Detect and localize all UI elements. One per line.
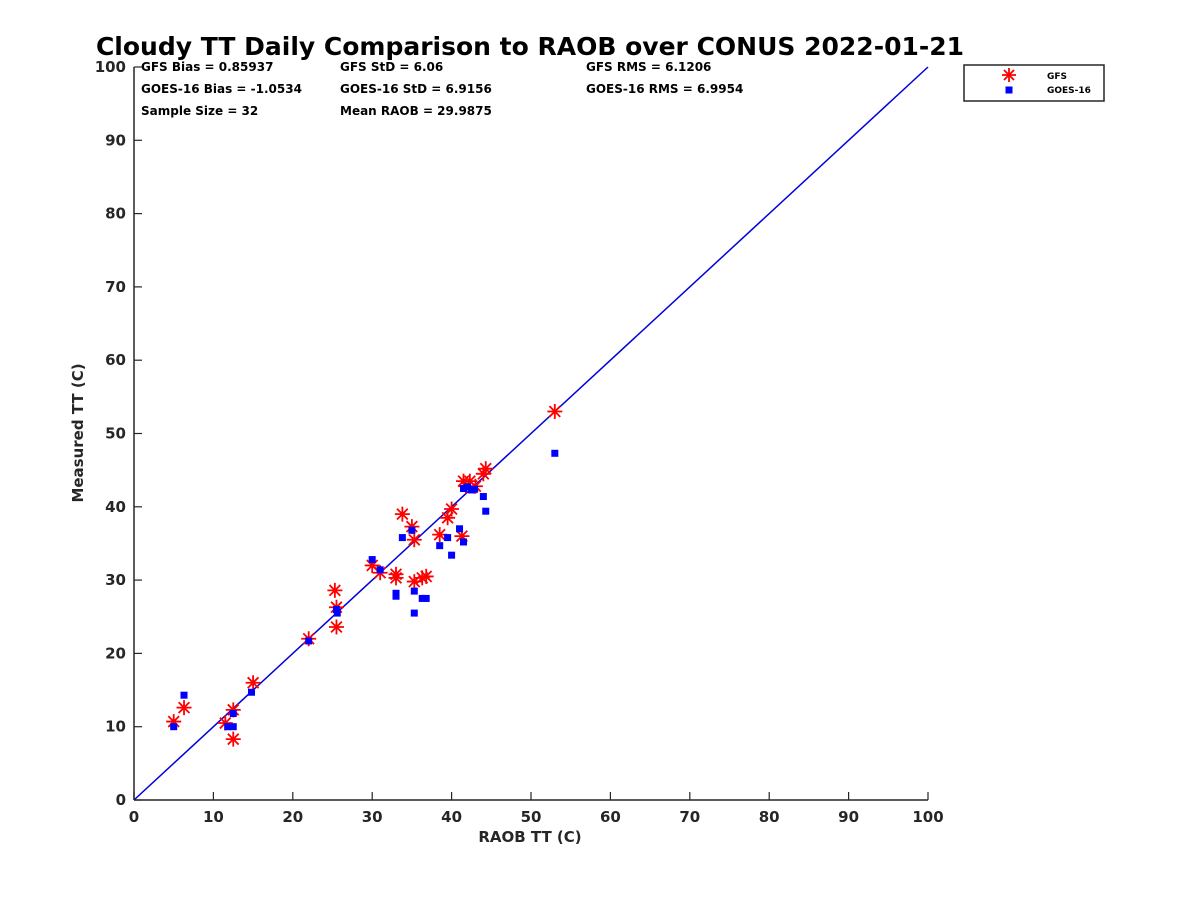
x-axis-ticks: 0 10 20 30 40 50 60 70 80 90 100	[129, 792, 944, 826]
y-tick-label: 100	[95, 58, 126, 76]
goes16-point	[456, 525, 464, 533]
goes16-point	[471, 485, 479, 493]
plot-area: 0 10 20 30 40 50 60 70 80 90 100 0 10 20 30 40 50 60 70 80…	[95, 58, 944, 826]
x-tick-label: 40	[441, 808, 462, 826]
goes16-point	[410, 609, 418, 617]
gfs-rms-stat: GFS RMS = 6.1206	[586, 60, 711, 74]
gfs-point	[217, 715, 233, 731]
gfs-bias-stat: GFS Bias = 0.85937	[141, 60, 273, 74]
goes16-point	[422, 594, 430, 602]
goes16-bias-stat: GOES-16 Bias = -1.0534	[141, 82, 302, 96]
legend-goes16-label: GOES-16	[1047, 86, 1091, 96]
x-tick-label: 10	[203, 808, 224, 826]
y-tick-label: 90	[105, 131, 126, 149]
y-tick-label: 60	[105, 351, 126, 369]
gfs-point	[225, 702, 241, 718]
series-gfs-points	[166, 404, 563, 747]
goes16-point	[224, 723, 232, 731]
y-tick-label: 20	[105, 644, 126, 662]
goes16-point	[551, 449, 559, 457]
goes16-point	[460, 484, 468, 492]
legend-goes16-marker	[1005, 86, 1013, 94]
y-tick-label: 30	[105, 571, 126, 589]
goes16-point	[333, 609, 341, 617]
goes16-point	[479, 493, 487, 501]
goes16-point	[392, 592, 400, 600]
x-tick-label: 50	[521, 808, 542, 826]
gfs-point	[166, 714, 182, 730]
gfs-point	[475, 466, 491, 482]
x-tick-label: 100	[912, 808, 943, 826]
y-tick-label: 10	[105, 718, 126, 736]
goes16-point	[436, 542, 444, 550]
y-tick-label: 50	[105, 425, 126, 443]
gfs-point	[394, 506, 410, 522]
goes16-std-stat: GOES-16 StD = 6.9156	[340, 82, 492, 96]
goes16-point	[229, 710, 237, 718]
x-tick-label: 90	[838, 808, 859, 826]
legend-gfs-label: GFS	[1047, 72, 1067, 82]
goes16-point	[418, 594, 426, 602]
y-tick-label: 80	[105, 205, 126, 223]
goes16-point	[368, 556, 376, 564]
x-axis-label: RAOB TT (C)	[478, 828, 581, 846]
gfs-point	[364, 557, 380, 573]
goes16-point	[248, 688, 256, 696]
series-goes16-points	[170, 449, 559, 731]
x-tick-label: 70	[679, 808, 700, 826]
y-axis-label: Measured TT (C)	[69, 363, 87, 502]
legend-box	[963, 64, 1105, 102]
goes16-rms-stat: GOES-16 RMS = 6.9954	[586, 82, 743, 96]
x-tick-label: 20	[282, 808, 303, 826]
gfs-point	[444, 501, 460, 517]
y-axis-ticks: 0 10 20 30 40 50 60 70 80 90 100	[95, 58, 142, 809]
legend: GFS GOES-16	[963, 64, 1105, 102]
goes16-point	[463, 483, 471, 491]
goes16-point	[460, 538, 468, 546]
goes16-point	[398, 534, 406, 542]
gfs-point	[440, 510, 456, 526]
mean-raob-stat: Mean RAOB = 29.9875	[340, 104, 492, 118]
x-tick-label: 0	[129, 808, 139, 826]
goes16-point	[229, 723, 237, 731]
goes16-point	[305, 637, 313, 645]
goes16-point	[376, 566, 384, 574]
gfs-point	[388, 570, 404, 586]
x-tick-label: 60	[600, 808, 621, 826]
gfs-point	[454, 528, 470, 544]
gfs-point	[418, 568, 434, 584]
gfs-point	[404, 519, 420, 535]
gfs-point	[547, 404, 563, 420]
y-tick-label: 70	[105, 278, 126, 296]
y-tick-label: 0	[116, 791, 126, 809]
gfs-std-stat: GFS StD = 6.06	[340, 60, 443, 74]
x-tick-label: 30	[362, 808, 383, 826]
gfs-point	[432, 527, 448, 543]
gfs-point	[176, 700, 192, 716]
gfs-point	[406, 532, 422, 548]
goes16-point	[410, 587, 418, 595]
gfs-point	[327, 582, 343, 598]
gfs-point	[478, 461, 494, 477]
chart-title: Cloudy TT Daily Comparison to RAOB over …	[96, 32, 964, 61]
sample-size-stat: Sample Size = 32	[141, 104, 258, 118]
goes16-point	[332, 605, 340, 613]
y-tick-label: 40	[105, 498, 126, 516]
goes16-point	[482, 507, 490, 515]
gfs-point	[245, 675, 261, 691]
gfs-point	[414, 570, 430, 586]
goes16-point	[170, 723, 178, 731]
gfs-point	[328, 619, 344, 635]
gfs-point	[406, 574, 422, 590]
goes16-point	[448, 551, 456, 559]
goes16-point	[444, 534, 452, 542]
identity-reference-line	[133, 66, 929, 801]
statistics-block: GFS Bias = 0.85937 GFS StD = 6.06 GFS RM…	[141, 60, 743, 118]
gfs-point	[225, 731, 241, 747]
x-tick-label: 80	[759, 808, 780, 826]
goes16-point	[408, 526, 416, 534]
goes16-point	[180, 691, 188, 699]
legend-gfs-marker	[1002, 68, 1016, 82]
